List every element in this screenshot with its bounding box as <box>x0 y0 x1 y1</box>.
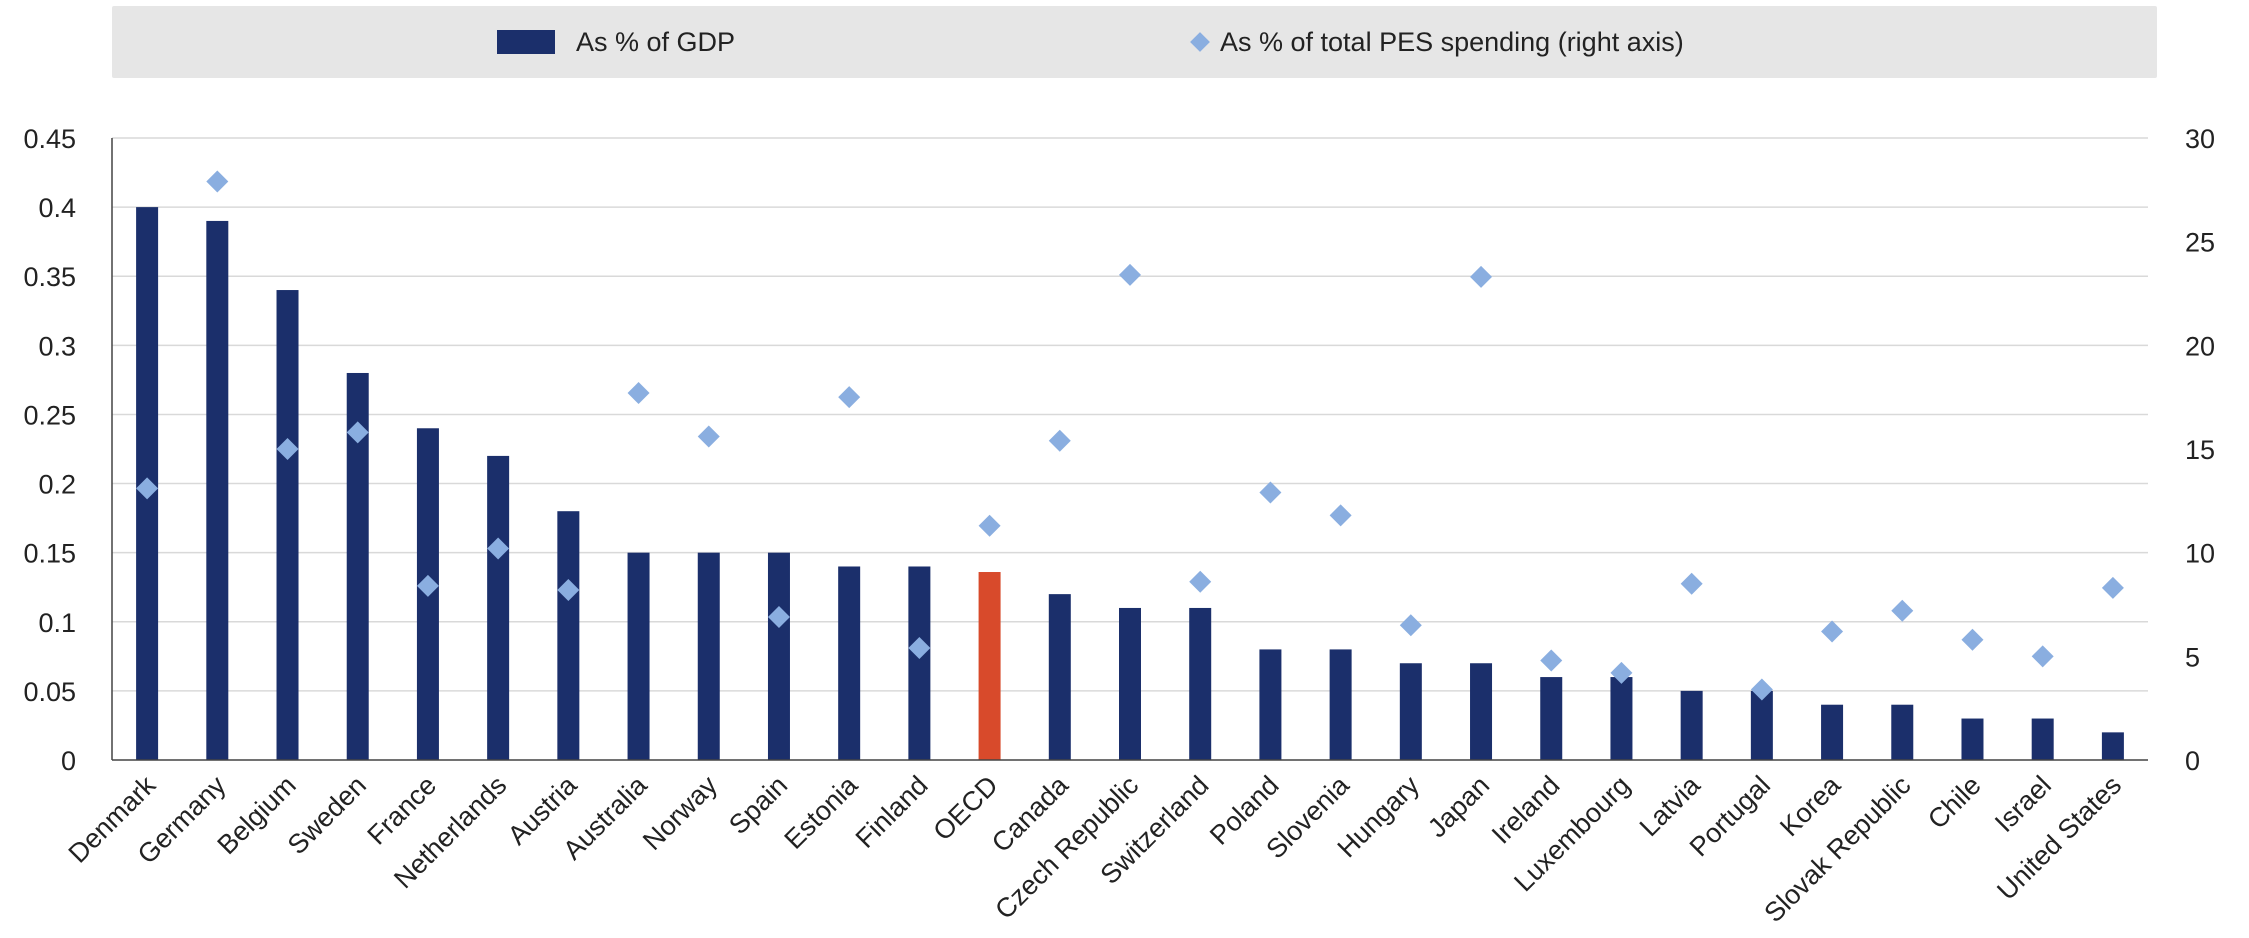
x-tick-label: United States <box>1991 770 2127 906</box>
diamond-point <box>1119 263 1141 286</box>
bar <box>1189 607 1212 760</box>
bar-series <box>136 207 2124 761</box>
left-tick-label: 0.1 <box>38 608 76 638</box>
x-tick-label: Chile <box>1922 770 1987 835</box>
legend-label-bars: As % of GDP <box>576 27 735 57</box>
diamond-point <box>627 382 650 405</box>
diamond-point <box>1189 570 1212 593</box>
right-tick-label: 20 <box>2185 331 2215 361</box>
x-tick-label: Norway <box>637 770 723 856</box>
bar <box>1821 704 1844 760</box>
x-axis-labels: DenmarkGermanyBelgiumSwedenFranceNetherl… <box>63 769 2127 928</box>
left-tick-label: 0 <box>61 746 76 776</box>
bar <box>1680 690 1703 760</box>
bar <box>1399 663 1422 760</box>
bar <box>1259 649 1282 760</box>
gridlines <box>112 137 2148 692</box>
left-tick-label: 0.25 <box>23 400 76 430</box>
bar <box>557 511 580 760</box>
x-tick-label: Finland <box>850 770 934 854</box>
diamond-point <box>416 574 439 597</box>
bar <box>2101 732 2124 760</box>
bar <box>627 552 650 760</box>
diamond-point <box>206 170 229 193</box>
left-tick-label: 0.3 <box>38 331 76 361</box>
legend-background <box>112 6 2157 78</box>
bar <box>1119 607 1141 760</box>
bar <box>346 372 369 760</box>
diamond-point <box>1540 649 1563 672</box>
diamond-point <box>557 578 580 601</box>
left-tick-label: 0.35 <box>23 262 76 292</box>
x-tick-label: Sweden <box>282 770 372 860</box>
diamond-point <box>1470 265 1493 288</box>
diamond-point <box>487 537 510 560</box>
bar <box>908 566 931 760</box>
diamond-point <box>2031 645 2054 668</box>
diamond-point <box>346 421 369 444</box>
diamond-point <box>1680 572 1703 595</box>
bar <box>2031 718 2054 760</box>
diamond-point <box>1821 620 1844 643</box>
diamond-point <box>1048 429 1071 452</box>
bar <box>1891 704 1914 760</box>
legend: As % of GDP As % of total PES spending (… <box>497 27 1684 57</box>
bar <box>697 552 720 760</box>
right-tick-label: 5 <box>2185 642 2200 672</box>
bar <box>276 290 299 760</box>
legend-swatch-bars <box>497 30 555 54</box>
bar <box>978 572 1001 760</box>
left-tick-label: 0.2 <box>38 470 76 500</box>
diamond-point <box>2101 576 2124 599</box>
legend-swatch-diamond <box>1190 32 1210 52</box>
diamond-point <box>978 514 1001 537</box>
diamond-point <box>1259 481 1282 504</box>
bar <box>1540 677 1563 760</box>
diamond-point <box>697 425 720 448</box>
diamond-point <box>908 637 931 660</box>
diamond-point <box>1610 661 1633 684</box>
bar <box>767 552 790 760</box>
diamond-point <box>1329 504 1352 527</box>
x-tick-label: Estonia <box>779 769 865 855</box>
left-tick-label: 0.4 <box>38 193 76 223</box>
diamond-series <box>136 170 2124 701</box>
bar <box>206 220 229 760</box>
diamond-point <box>1891 599 1914 622</box>
diamond-point <box>1961 628 1984 651</box>
right-tick-label: 10 <box>2185 539 2215 569</box>
diamond-point <box>1750 678 1773 701</box>
left-tick-label: 0.45 <box>23 124 76 154</box>
diamond-point <box>838 386 861 409</box>
diamond-point <box>1399 614 1422 637</box>
right-tick-label: 25 <box>2185 228 2215 258</box>
right-tick-label: 15 <box>2185 435 2215 465</box>
diamond-point <box>136 477 159 500</box>
left-tick-label: 0.05 <box>23 677 76 707</box>
right-axis: 0 5 10 15 20 25 30 <box>2185 124 2215 776</box>
bar <box>1610 677 1633 760</box>
left-tick-label: 0.15 <box>23 539 76 569</box>
bar <box>1329 649 1352 760</box>
bar <box>838 566 861 760</box>
diamond-point <box>276 438 299 460</box>
bar <box>1961 718 1984 760</box>
x-tick-label: Israel <box>1989 770 2057 838</box>
left-axis: 0 0.05 0.1 0.15 0.2 0.25 0.3 0.35 0.4 0.45 <box>23 124 113 776</box>
bar <box>1750 690 1773 760</box>
x-tick-label: Japan <box>1422 770 1495 843</box>
bar <box>1048 594 1071 760</box>
bar <box>487 455 510 760</box>
diamond-point <box>767 605 790 628</box>
bar <box>1470 663 1493 760</box>
legend-label-diamond: As % of total PES spending (right axis) <box>1220 27 1684 57</box>
right-tick-label: 0 <box>2185 746 2200 776</box>
right-tick-label: 30 <box>2185 124 2215 154</box>
